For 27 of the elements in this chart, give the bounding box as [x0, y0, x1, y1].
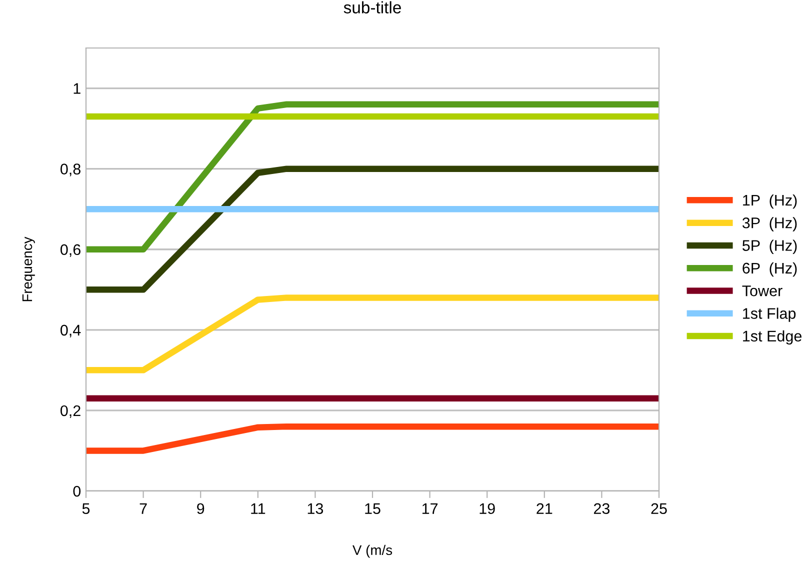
x-tick-label: 5: [82, 503, 90, 514]
y-tick-label: 0,8: [60, 164, 80, 176]
legend-label: 1P (Hz): [743, 194, 797, 209]
x-tick-label: 9: [197, 503, 204, 514]
y-tick-label: 0,2: [60, 405, 80, 418]
x-tick-label: 11: [251, 503, 266, 514]
legend-label: 1st Edge: [743, 330, 802, 345]
y-axis-title: Frequency: [22, 236, 35, 302]
legend-label: 1st Flap: [743, 308, 796, 322]
legend-label: 3P (Hz): [742, 217, 797, 232]
x-tick-label: 19: [480, 503, 495, 514]
x-tick-label: 17: [422, 503, 438, 514]
y-tick-label: 0: [73, 486, 81, 497]
x-tick-label: 7: [140, 503, 147, 514]
x-tick-label: 25: [651, 503, 667, 514]
x-tick-label: 13: [308, 503, 324, 514]
legend-label: Tower: [742, 286, 782, 296]
legend-label: 6P (Hz): [742, 262, 797, 277]
y-tick-label: 0,6: [60, 244, 80, 257]
x-tick-label: 23: [594, 503, 610, 514]
x-tick-label: 15: [365, 503, 380, 514]
x-tick-label: 21: [536, 503, 552, 514]
chart-title: sub-title: [344, 1, 401, 14]
y-tick-label: 0,4: [60, 324, 81, 338]
y-tick-label: 1: [74, 83, 80, 94]
x-axis-title: V (m/s: [352, 544, 392, 558]
legend-label: 5P (Hz): [742, 240, 797, 254]
